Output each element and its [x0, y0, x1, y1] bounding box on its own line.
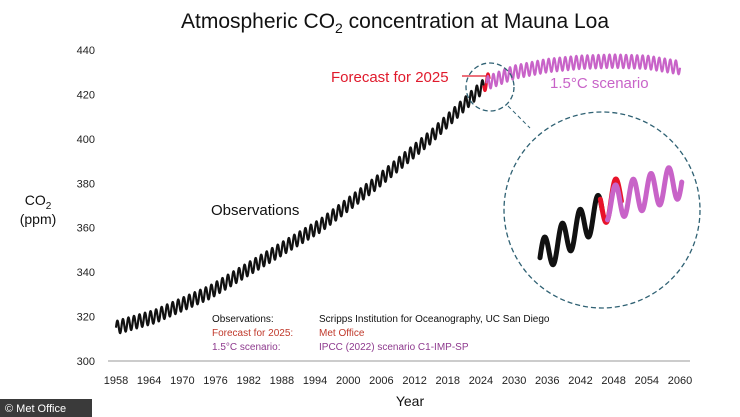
x-tick-label: 2060 — [668, 375, 692, 387]
zoom-connector-line — [507, 105, 531, 129]
annotation-observations: Observations — [211, 202, 299, 219]
x-tick-labels: 1958 1964 1970 1976 1982 1988 1994 2000 2006 2012… — [104, 375, 692, 387]
x-tick-label: 1994 — [303, 375, 327, 387]
x-tick-label: 1982 — [236, 375, 260, 387]
y-tick-label: 340 — [77, 267, 95, 279]
zoom-source-circle — [465, 62, 515, 112]
source-value-forecast: Met Office — [319, 328, 365, 339]
x-tick-label: 1988 — [270, 375, 294, 387]
source-label-observations: Observations: — [212, 314, 274, 325]
x-tick-label: 1958 — [104, 375, 128, 387]
y-tick-label: 380 — [77, 178, 95, 190]
x-tick-label: 2000 — [336, 375, 360, 387]
x-tick-label: 1964 — [137, 375, 161, 387]
x-tick-label: 2018 — [436, 375, 460, 387]
y-tick-label: 360 — [77, 223, 95, 235]
annotation-scenario: 1.5°C scenario — [550, 75, 649, 92]
x-tick-label: 2012 — [402, 375, 426, 387]
series-scenario — [485, 53, 682, 90]
annotation-forecast: Forecast for 2025 — [331, 69, 449, 86]
zoom-series-observations — [537, 192, 605, 268]
zoom-series-scenario — [604, 165, 685, 223]
chart-title-subscript: 2 — [335, 20, 343, 36]
series-observations — [114, 79, 485, 335]
y-axis-title-subscript: 2 — [46, 201, 52, 212]
x-tick-label: 2030 — [502, 375, 526, 387]
x-tick-label: 2054 — [635, 375, 659, 387]
credit-text: © Met Office — [5, 403, 66, 415]
x-tick-label: 2006 — [369, 375, 393, 387]
y-tick-label: 420 — [77, 89, 95, 101]
y-tick-label: 400 — [77, 134, 95, 146]
x-tick-label: 2036 — [535, 375, 559, 387]
y-axis-title-unit: (ppm) — [20, 211, 57, 227]
x-axis-title: Year — [396, 393, 425, 409]
series-layer — [114, 53, 682, 335]
x-tick-label: 1970 — [170, 375, 194, 387]
y-tick-label: 320 — [77, 312, 95, 324]
credit-badge — [0, 399, 92, 417]
sources-legend: Observations: Scripps Institution for Oc… — [212, 314, 550, 353]
chart-title-suffix: concentration at Mauna Loa — [343, 10, 610, 33]
x-tick-label: 1976 — [203, 375, 227, 387]
y-tick-labels: 300 320 340 360 380 400 420 440 — [77, 45, 95, 368]
y-tick-label: 440 — [77, 45, 95, 57]
y-tick-label: 300 — [77, 356, 95, 368]
chart-title: Atmospheric CO2 concentration at Mauna L… — [181, 10, 609, 36]
y-axis-title: CO2 — [25, 192, 52, 212]
source-value-scenario: IPCC (2022) scenario C1-IMP-SP — [319, 342, 469, 353]
x-tick-label: 2048 — [601, 375, 625, 387]
zoom-detail-layer — [537, 165, 685, 268]
x-tick-label: 2024 — [469, 375, 493, 387]
source-label-forecast: Forecast for 2025: — [212, 328, 293, 339]
source-value-observations: Scripps Institution for Oceanography, UC… — [319, 314, 550, 325]
x-tick-label: 2042 — [568, 375, 592, 387]
source-label-scenario: 1.5°C scenario: — [212, 342, 280, 353]
